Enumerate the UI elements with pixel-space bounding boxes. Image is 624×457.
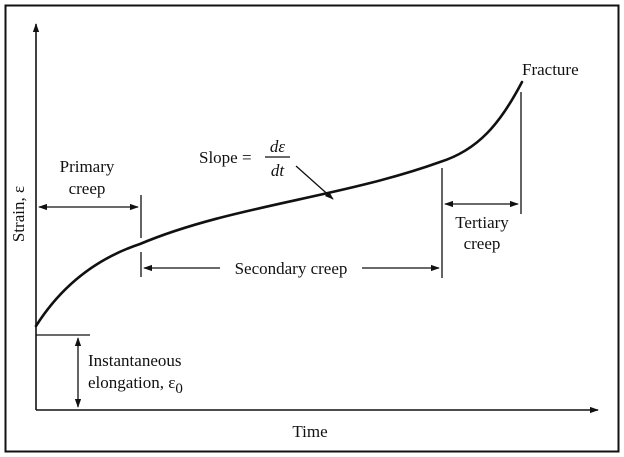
primary-label-line1: Primary — [60, 157, 115, 176]
creep-curve — [34, 80, 524, 328]
slope-prefix: Slope = — [199, 148, 252, 167]
x-axis-label: Time — [292, 422, 327, 441]
tertiary-label-line2: creep — [464, 234, 501, 253]
fracture-label: Fracture — [522, 60, 579, 79]
slope-pointer-arrow — [295, 165, 334, 200]
y-axis-label: Strain, ε — [9, 186, 28, 242]
tertiary-label-line1: Tertiary — [455, 213, 509, 232]
slope-numerator: dε — [270, 137, 286, 156]
instantaneous-label-line1: Instantaneous — [88, 351, 181, 370]
figure-border — [4, 4, 620, 453]
instantaneous-label-text: elongation, ε — [88, 373, 175, 392]
primary-label-line2: creep — [69, 179, 106, 198]
slope-denominator: dt — [271, 161, 286, 180]
secondary-label: Secondary creep — [235, 259, 348, 278]
instantaneous-subscript: 0 — [175, 381, 183, 397]
instantaneous-label-line2: elongation, ε0 — [88, 373, 183, 397]
